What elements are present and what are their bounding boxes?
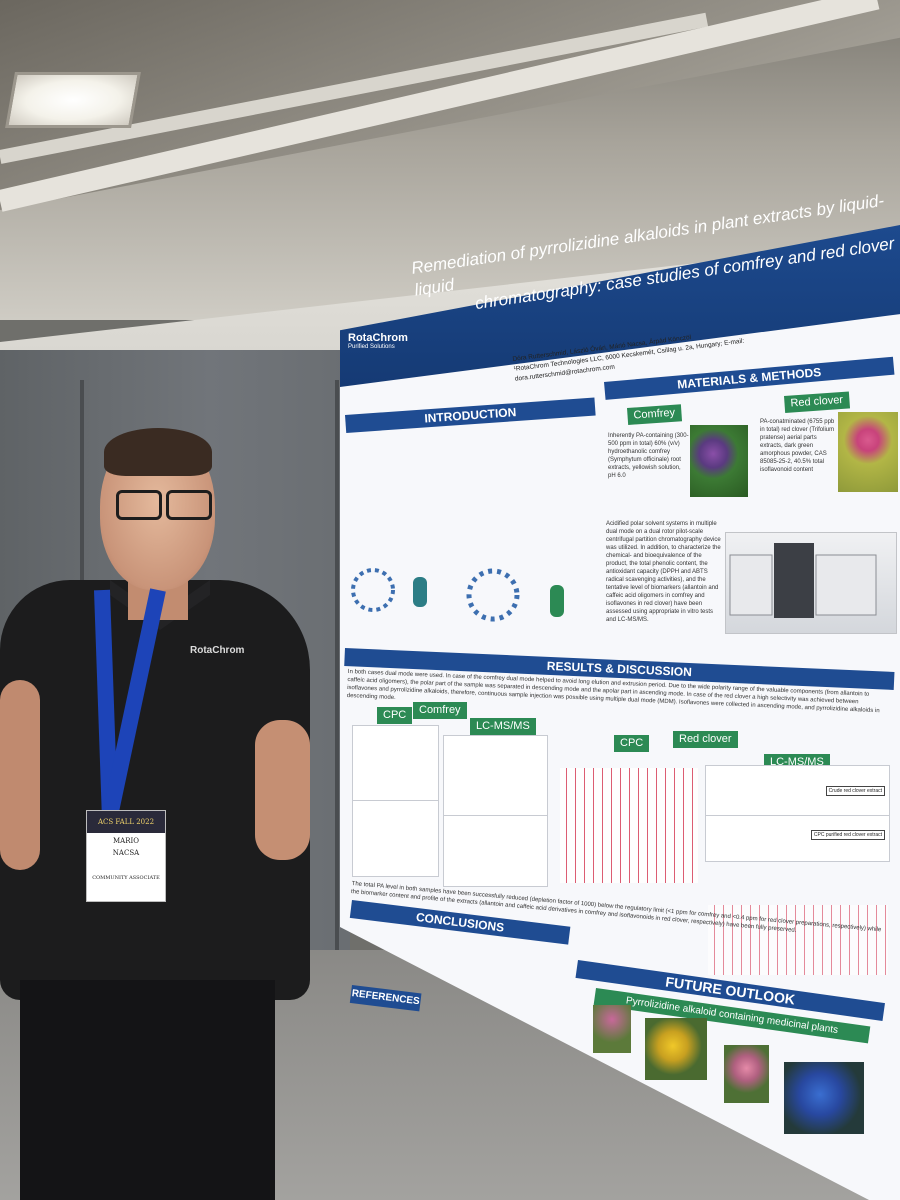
tag-comfrey-results: Comfrey [413,702,467,719]
person: RotaChrom ACS FALL 2022 MARIO NACSA COMM… [0,420,330,1200]
methods-description: Acidified polar solvent systems in multi… [606,521,721,623]
legend-cpc-purified-red-clover: CPC purified red clover extract [810,830,885,840]
comfrey-lcms-chromatogram [443,735,548,817]
red-clover-lcms-crude: Crude red clover extract [705,765,890,817]
red-clover-lcms-purified: CPC purified red clover extract [705,815,890,862]
badge-role: COMMUNITY ASSOCIATE [92,875,160,881]
comfrey-lcms-chromatogram-2 [443,815,548,887]
tag-cpc-comfrey: CPC [377,707,413,724]
right-arm [255,720,310,860]
badge-first-name: MARIO [113,837,139,845]
plant-photo-4 [784,1062,864,1134]
cpc-device-photo [725,532,897,634]
plant-photo-3 [724,1045,769,1103]
legend-crude-red-clover: Crude red clover extract [825,786,885,796]
tag-red-clover-results: Red clover [673,731,738,748]
plant-photo-2 [645,1018,707,1080]
cpc-device-illustration [729,543,877,618]
shirt-logo: RotaChrom [190,645,245,656]
comfrey-photo [690,425,748,497]
red-clover-cpc-chromatogram [560,768,698,883]
tag-lcms-comfrey: LC-MS/MS [470,718,536,735]
comfrey-cpc-chromatogram-2 [352,800,439,877]
red-clover-photo [838,412,898,492]
rotachrom-logo: RotaChrom Purified Solutions [348,332,408,350]
black-trousers [20,980,275,1200]
name-badge: ACS FALL 2022 MARIO NACSA COMMUNITY ASSO… [86,810,166,902]
red-clover-lcms-profile [708,905,888,975]
comfrey-cpc-chromatogram [352,725,439,802]
panel-seam [335,380,339,980]
left-arm [0,680,40,870]
hair [104,428,212,476]
cpc-rotor-diagram [351,568,564,622]
red-clover-description: PA-conatminated (6755 ppb in total) red … [760,419,835,473]
ceiling-light [5,72,141,128]
plant-photo-1 [593,1005,631,1053]
tag-cpc-red-clover: CPC [614,735,650,752]
intro-figure [345,555,595,640]
comfrey-description: Inherently PA-containing (300-500 ppm in… [608,433,689,479]
logo-name: RotaChrom [348,332,408,344]
glasses [112,490,212,520]
badge-last-name: NACSA [112,849,140,857]
logo-tagline: Purified Solutions [348,344,395,350]
badge-event: ACS FALL 2022 [87,811,165,833]
